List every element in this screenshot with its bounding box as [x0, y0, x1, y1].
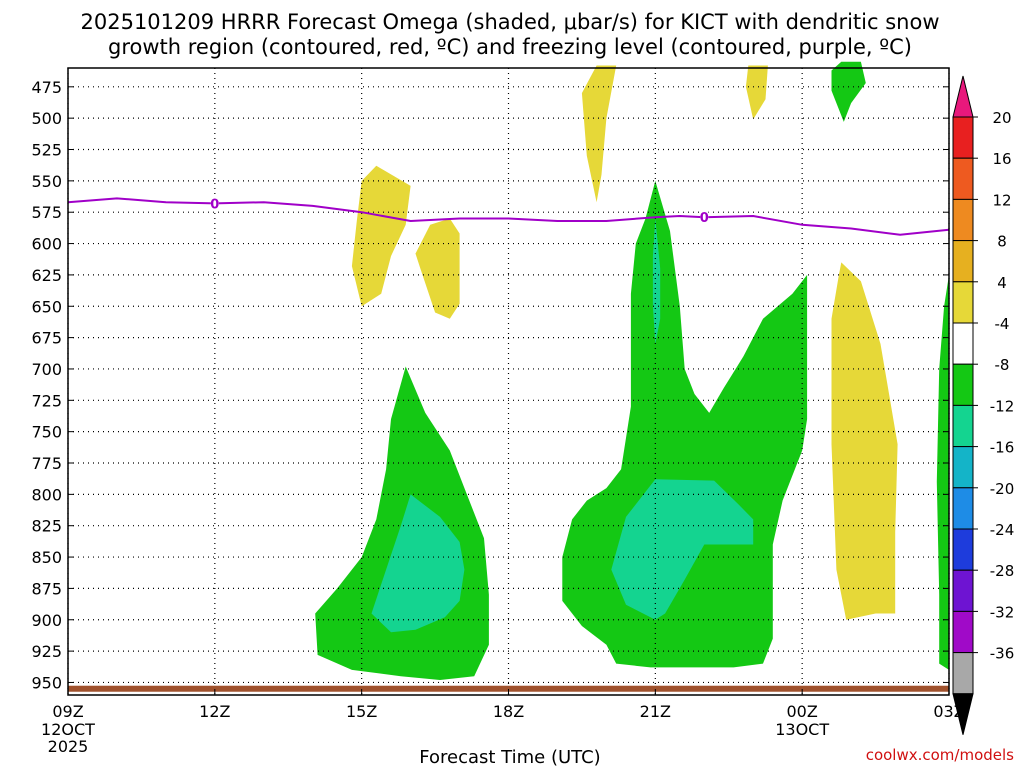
freezing-label-bg [210, 197, 219, 210]
colorbar-tick-label: 12 [992, 191, 1011, 209]
y-tick-label: 725 [31, 391, 62, 410]
omega-region-10 [831, 61, 866, 122]
x-tick-label: 09Z [52, 702, 83, 721]
colorbar-tick-label: 8 [997, 233, 1007, 251]
omega-shaded-regions [315, 61, 949, 680]
omega-region-2 [581, 65, 617, 203]
x-tick-label: 15Z [346, 702, 377, 721]
colorbar-bin [952, 528, 974, 571]
colorbar-tick-label: -12 [990, 397, 1015, 415]
y-tick-label: 650 [31, 297, 62, 316]
y-tick-label: 950 [31, 673, 62, 692]
y-axis-ticks: 475 500 525 550 575 600 625 650 675 700 725 750 775 8… [31, 78, 949, 692]
y-tick-label: 850 [31, 548, 62, 567]
y-tick-label: 875 [31, 579, 62, 598]
colorbar-tick-label: -8 [995, 356, 1010, 374]
omega-region-0 [351, 165, 411, 307]
freezing-level-labels: 00 [210, 197, 709, 226]
colorbar [952, 75, 974, 735]
omega-region-8 [652, 218, 661, 344]
x-tick-label: 18Z [493, 702, 524, 721]
omega-region-6 [371, 494, 465, 633]
colorbar-tick-label: 20 [992, 109, 1011, 127]
omega-region-3 [745, 65, 768, 120]
colorbar-bin [952, 610, 974, 654]
y-tick-label: 550 [31, 172, 62, 191]
y-tick-label: 700 [31, 360, 62, 379]
x-axis-label: Forecast Time (UTC) [419, 747, 600, 768]
y-tick-label: 525 [31, 141, 62, 160]
y-tick-label: 800 [31, 485, 62, 504]
chart-title-line-2: growth region (contoured, red, ºC) and f… [108, 35, 912, 59]
colorbar-bin [952, 116, 974, 159]
colorbar-tick-label: -20 [990, 480, 1015, 498]
y-tick-label: 825 [31, 517, 62, 536]
surface-band [68, 685, 949, 692]
credit-link[interactable]: coolwx.com/models [866, 746, 1014, 764]
chart-title-line-1: 2025101209 HRRR Forecast Omega (shaded, … [81, 10, 940, 34]
colorbar-bottom-arrow [952, 693, 974, 735]
y-tick-label: 925 [31, 642, 62, 661]
colorbar-bin [952, 322, 974, 365]
x-tick-label: 12Z [199, 702, 230, 721]
colorbar-tick-label: 16 [992, 150, 1011, 168]
y-tick-label: 675 [31, 329, 62, 348]
y-tick-label: 475 [31, 78, 62, 97]
y-tick-label: 900 [31, 611, 62, 630]
colorbar-bin [952, 404, 974, 448]
freezing-level-line [67, 197, 950, 236]
y-tick-label: 750 [31, 423, 62, 442]
colorbar-tick-label: -16 [990, 439, 1015, 457]
x-date-label: 12OCT [41, 720, 95, 739]
colorbar-bin [952, 487, 974, 530]
freezing-label-bg [700, 211, 709, 224]
y-tick-label: 600 [31, 235, 62, 254]
omega-region-11 [936, 274, 949, 670]
x-tick-label: 00Z [787, 702, 818, 721]
x-year-label: 2025 [48, 737, 89, 756]
colorbar-bin [952, 569, 974, 612]
freezing-level-label: 0 [210, 197, 219, 212]
colorbar-bin [952, 446, 974, 489]
gridlines [67, 68, 950, 695]
colorbar-bin [952, 198, 974, 242]
colorbar-bin [952, 281, 974, 324]
colorbar-tick-labels: 20 16 12 8 4 -4 -8 -12 -16 -20 -24 -28 -32 -36 [973, 109, 1014, 663]
colorbar-bin [952, 157, 974, 200]
colorbar-bin [952, 240, 974, 283]
y-tick-label: 500 [31, 109, 62, 128]
y-tick-label: 625 [31, 266, 62, 285]
omega-region-1 [415, 218, 460, 319]
colorbar-top-arrow [952, 75, 974, 118]
colorbar-tick-label: 4 [997, 274, 1007, 292]
colorbar-tick-label: -28 [990, 562, 1015, 580]
omega-region-7 [562, 180, 808, 668]
y-tick-label: 575 [31, 203, 62, 222]
colorbar-bin [952, 363, 974, 406]
colorbar-tick-label: -4 [995, 315, 1010, 333]
x-date-label: 13OCT [775, 720, 829, 739]
colorbar-tick-label: -36 [990, 645, 1015, 663]
omega-region-9 [611, 479, 754, 620]
y-tick-label: 775 [31, 454, 62, 473]
x-tick-label: 21Z [640, 702, 671, 721]
omega-region-4 [831, 262, 898, 620]
freezing-level-label: 0 [700, 211, 709, 226]
colorbar-tick-label: -24 [990, 521, 1015, 539]
plot-frame [67, 67, 950, 696]
colorbar-tick-label: -32 [990, 603, 1015, 621]
colorbar-bin [952, 652, 974, 695]
